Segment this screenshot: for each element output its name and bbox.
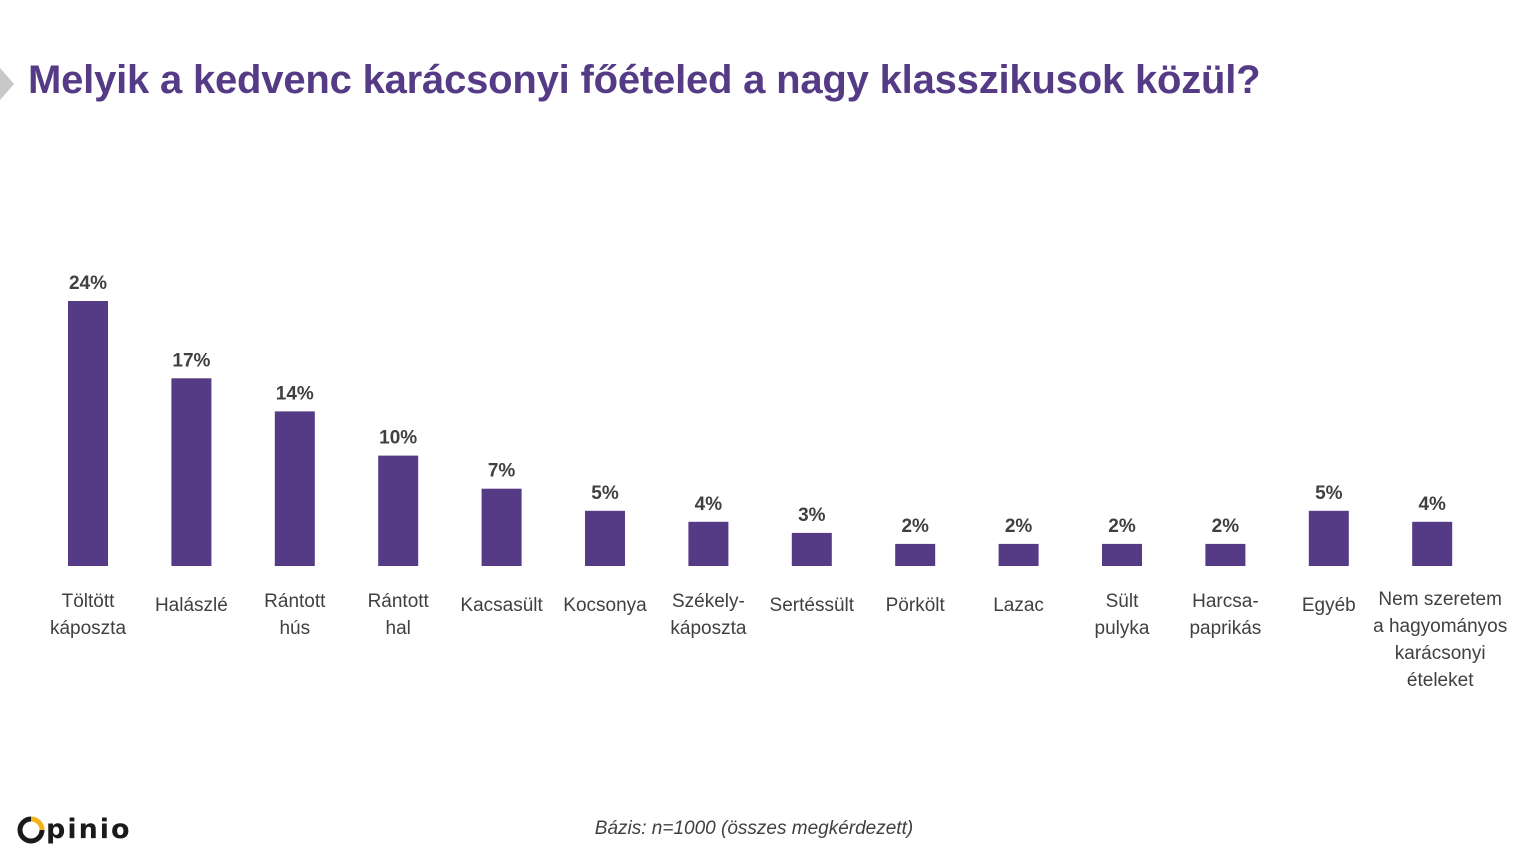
- data-label-0: 24%: [69, 273, 107, 294]
- page-title: Melyik a kedvenc karácsonyi főételed a n…: [28, 58, 1261, 102]
- category-label-0: Töltött káposzta: [50, 591, 126, 639]
- title-arrow-marker: [0, 68, 14, 100]
- bar-8: [895, 543, 936, 566]
- bar-6: [688, 521, 729, 566]
- bar-2: [274, 411, 315, 566]
- base-note: Bázis: n=1000 (összes megkérdezett): [0, 818, 1536, 840]
- data-label-5: 5%: [591, 483, 619, 504]
- bar-9: [998, 543, 1039, 566]
- bar-11: [1205, 543, 1246, 566]
- category-label-8: Pörkölt: [886, 595, 946, 616]
- bar-1: [171, 378, 212, 566]
- category-label-13: Nem szeretem a hagyományos karácsonyi étele…: [1373, 589, 1507, 691]
- category-label-12: Egyéb: [1302, 595, 1356, 616]
- category-label-9: Lazac: [993, 595, 1044, 616]
- data-label-8: 2%: [901, 516, 929, 537]
- data-label-10: 2%: [1108, 516, 1136, 537]
- bar-12: [1308, 510, 1349, 566]
- bar-7: [791, 532, 832, 566]
- bar-5: [585, 510, 625, 566]
- data-label-1: 17%: [172, 350, 210, 371]
- data-label-13: 4%: [1418, 494, 1446, 515]
- bar-4: [481, 488, 522, 566]
- bar-10: [1102, 543, 1142, 566]
- category-label-2: Rántott hús: [264, 591, 326, 639]
- opinio-logo-icon: [17, 816, 45, 844]
- category-label-6: Székely-káposzta: [670, 591, 746, 639]
- opinio-logo-text: pinio: [46, 814, 132, 845]
- category-label-5: Kocsonya: [563, 595, 647, 616]
- category-label-7: Sertéssült: [770, 595, 855, 616]
- category-label-1: Halászlé: [155, 595, 228, 616]
- bar-3: [378, 455, 419, 566]
- data-label-9: 2%: [1005, 516, 1033, 537]
- data-label-11: 2%: [1212, 516, 1240, 537]
- category-label-11: Harcsa-paprikás: [1189, 591, 1261, 639]
- data-label-6: 4%: [695, 494, 723, 515]
- bar-0: [68, 301, 108, 566]
- bar-13: [1412, 521, 1453, 566]
- opinio-logo: pinio: [17, 814, 132, 846]
- base-note-text: Bázis: n=1000 (összes megkérdezett): [594, 818, 914, 839]
- category-label-3: Rántott hal: [368, 591, 430, 639]
- data-label-2: 14%: [276, 383, 314, 404]
- data-label-7: 3%: [798, 505, 826, 526]
- data-label-4: 7%: [488, 461, 516, 482]
- data-label-12: 5%: [1315, 483, 1343, 504]
- category-label-4: Kacsasült: [460, 595, 543, 616]
- data-label-3: 10%: [379, 428, 417, 449]
- category-label-10: Sült pulyka: [1095, 591, 1150, 639]
